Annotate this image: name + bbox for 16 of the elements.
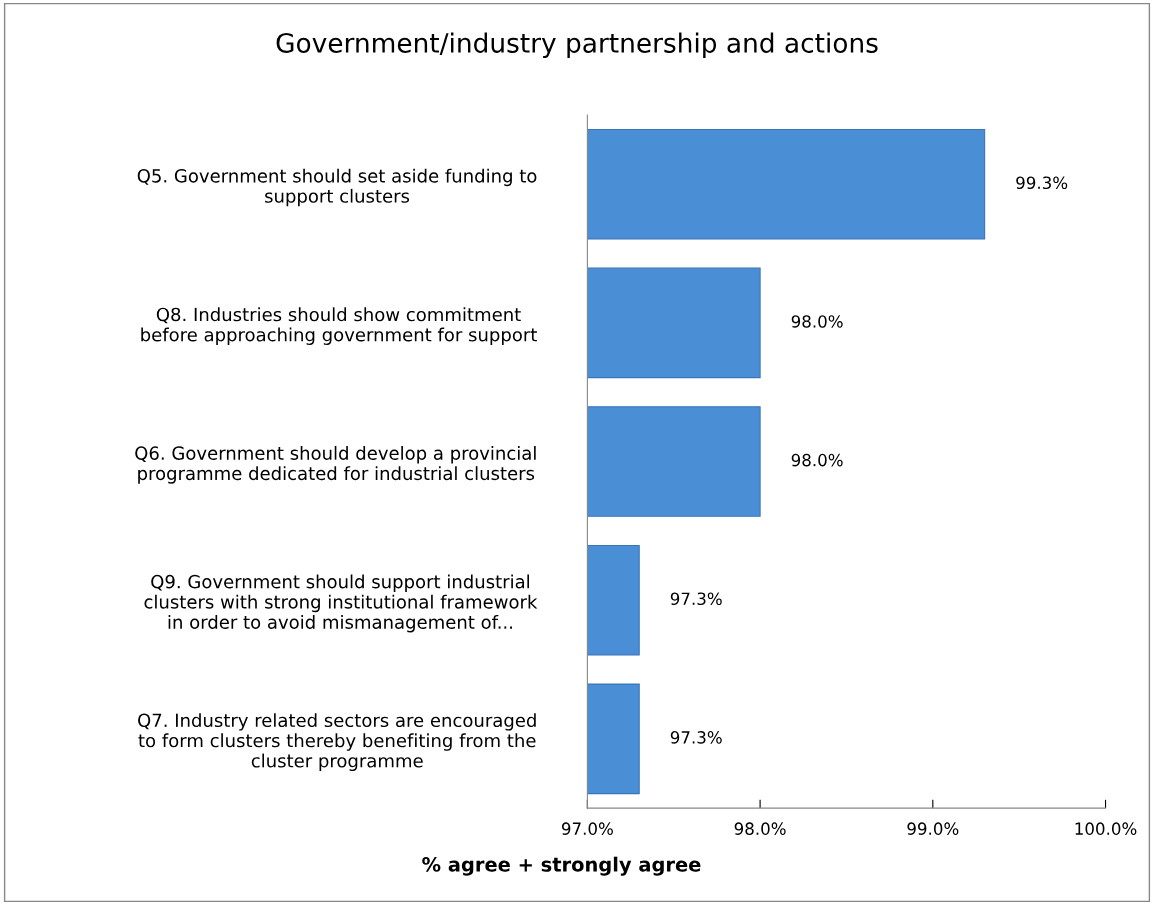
y-tick-label: Q9. Government should support industrial clusters with strong institutional framework in order to avoid mismanagement of... <box>144 574 538 633</box>
data-label: 97.3% <box>670 592 722 606</box>
data-label: 98.0% <box>791 453 843 467</box>
y-tick-label: Q5. Government should set aside funding to support clusters <box>137 168 537 207</box>
y-tick-label: Q6. Government should develop a provincial programme dedicated for industrial clusters <box>135 445 536 484</box>
data-label: 98.0% <box>791 315 843 328</box>
x-tick-label: 99.0% <box>907 822 959 835</box>
x-tick-label: 98.0% <box>734 822 786 835</box>
x-tick-label: 100.0% <box>1075 822 1137 835</box>
x-axis-title: % agree + strongly agree <box>422 856 701 876</box>
chart-title: Government/industry partnership and actions <box>276 32 878 59</box>
y-tick-label: Q8. Industries should show commitment before approaching government for support <box>141 307 537 345</box>
x-tick-label: 97.0% <box>561 822 613 835</box>
y-tick-label: Q7. Industry related sectors are encouraged to form clusters thereby benefiting from the cluster programme <box>138 713 536 772</box>
data-label: 99.3% <box>1016 176 1068 190</box>
data-label: 97.3% <box>670 731 722 744</box>
